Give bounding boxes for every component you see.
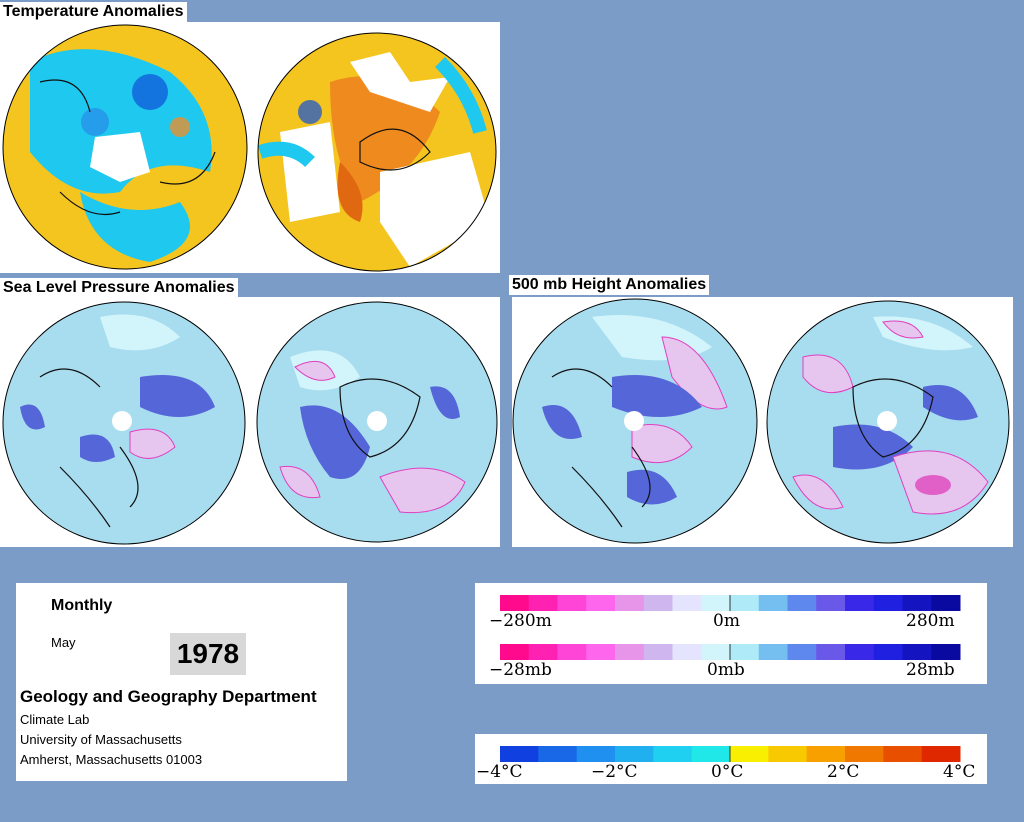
pressure-colorbar-swatch: [701, 644, 731, 660]
lab-label: Climate Lab: [20, 712, 90, 727]
temperature-map-south: [257, 32, 497, 272]
height-colorbar-swatch: [845, 595, 875, 611]
height-colorbar-swatch: [902, 595, 932, 611]
temperature-colorbar: [500, 746, 961, 762]
height-colorbar-swatch: [787, 595, 817, 611]
temp-tick-4: 2°C: [827, 762, 860, 782]
temp-tick-5: 4°C: [943, 762, 976, 782]
height-colorbar-swatch: [758, 595, 788, 611]
height-colorbar-swatch: [730, 595, 760, 611]
height-colorbar-swatch: [816, 595, 846, 611]
pressure-colorbar-swatch: [528, 644, 558, 660]
height-colorbar-swatch: [701, 595, 731, 611]
pressure-max-label: 28mb: [906, 660, 955, 680]
height-colorbar-swatch: [500, 595, 530, 611]
height-max-label: 280m: [906, 611, 955, 631]
temp-tick-1: −4°C: [476, 762, 523, 782]
temperature-panel: [0, 22, 500, 273]
temperature-colorbar-swatch: [730, 746, 769, 762]
h500-panel: [512, 297, 1013, 547]
temperature-colorbar-swatch: [538, 746, 578, 762]
pressure-colorbar-swatch: [787, 644, 817, 660]
pressure-colorbar-swatch: [557, 644, 587, 660]
month-label: May: [51, 635, 76, 650]
temperature-colorbar-swatch: [500, 746, 539, 762]
pressure-colorbar-swatch: [500, 644, 530, 660]
pressure-colorbar-swatch: [758, 644, 788, 660]
slp-map-north: [2, 301, 246, 545]
pressure-colorbar-swatch: [615, 644, 645, 660]
address-label: Amherst, Massachusetts 01003: [20, 752, 203, 767]
h500-section-title: 500 mb Height Anomalies: [509, 275, 710, 295]
period-label: Monthly: [51, 597, 113, 614]
height-colorbar-swatch: [528, 595, 558, 611]
height-min-label: −280m: [489, 611, 552, 631]
height-colorbar-swatch: [672, 595, 702, 611]
pressure-colorbar-swatch: [845, 644, 875, 660]
pressure-min-label: −28mb: [489, 660, 552, 680]
temperature-colorbar-swatch: [845, 746, 884, 762]
height-mid-label: 0m: [713, 611, 740, 631]
temperature-colorbar-swatch: [921, 746, 961, 762]
slp-panel: [0, 297, 500, 547]
year-label: 1978: [170, 633, 246, 675]
department-label: Geology and Geography Department: [20, 687, 317, 706]
university-label: University of Massachusetts: [20, 732, 182, 747]
pressure-colorbar-swatch: [931, 644, 961, 660]
temperature-section-title: Temperature Anomalies: [0, 2, 187, 22]
pressure-colorbar-swatch: [873, 644, 903, 660]
temperature-colorbar-swatch: [576, 746, 616, 762]
temperature-colorbar-swatch: [653, 746, 693, 762]
height-colorbar-swatch: [931, 595, 961, 611]
height-colorbar: [500, 595, 961, 660]
height-colorbar-swatch: [557, 595, 587, 611]
temperature-colorbar-swatch: [883, 746, 923, 762]
h500-map-north: [512, 298, 758, 544]
h500-map-south: [766, 300, 1010, 544]
slp-section-title: Sea Level Pressure Anomalies: [0, 278, 238, 298]
height-colorbar-swatch: [586, 595, 616, 611]
pressure-colorbar-swatch: [672, 644, 702, 660]
pressure-colorbar-swatch: [902, 644, 932, 660]
height-pressure-legend: −280m 0m 280m −28mb 0mb 28mb: [475, 583, 987, 684]
pressure-colorbar-swatch: [730, 644, 760, 660]
info-panel: Monthly May 1978 Geology and Geography D…: [16, 583, 347, 781]
pressure-colorbar-swatch: [643, 644, 673, 660]
pressure-colorbar-swatch: [586, 644, 616, 660]
height-colorbar-swatch: [643, 595, 673, 611]
height-colorbar-swatch: [873, 595, 903, 611]
temperature-colorbar-swatch: [806, 746, 846, 762]
pressure-mid-label: 0mb: [707, 660, 745, 680]
temperature-map-north: [2, 24, 248, 270]
temperature-colorbar-swatch: [615, 746, 654, 762]
temperature-colorbar-swatch: [691, 746, 731, 762]
temp-tick-3: 0°C: [711, 762, 744, 782]
pressure-colorbar-swatch: [816, 644, 846, 660]
temperature-legend: −4°C −2°C 0°C 2°C 4°C: [475, 734, 987, 784]
temperature-colorbar-swatch: [768, 746, 808, 762]
temp-tick-2: −2°C: [591, 762, 638, 782]
slp-map-south: [256, 301, 498, 543]
height-colorbar-swatch: [615, 595, 645, 611]
